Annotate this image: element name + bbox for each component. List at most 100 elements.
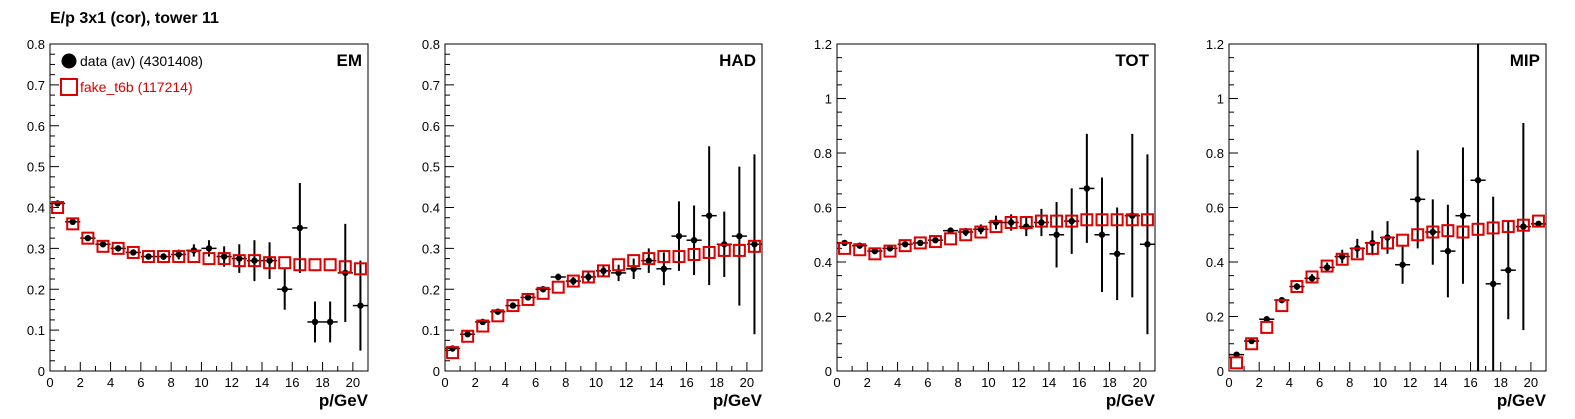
mc-point bbox=[551, 280, 565, 294]
data-point bbox=[1474, 177, 1482, 184]
data-point bbox=[84, 234, 92, 242]
panel-em: 0 2 4 6 8 10 12 14 16 18 20 0 0.1 0.2 0.3 0.4 0.5 0.6 0.7 0… bbox=[27, 37, 369, 410]
x-tick-label: 12 bbox=[1011, 375, 1025, 390]
mc-point bbox=[1245, 337, 1259, 351]
x-tick-label: 14 bbox=[255, 375, 269, 390]
y-tick-label: 0.5 bbox=[27, 160, 45, 175]
data-point bbox=[145, 253, 152, 260]
x-tick-label: 2 bbox=[472, 375, 479, 390]
x-tick-label: 8 bbox=[1346, 375, 1353, 390]
data-point bbox=[1007, 219, 1015, 226]
mc-point bbox=[657, 250, 671, 264]
data-point bbox=[1535, 220, 1542, 228]
x-tick-label: 4 bbox=[1286, 375, 1293, 390]
mc-point bbox=[278, 256, 292, 270]
x-tick-label: 14 bbox=[1042, 375, 1056, 390]
y-tick-label: 0.2 bbox=[422, 282, 440, 297]
x-tick-label: 12 bbox=[619, 375, 633, 390]
y-tick-label: 0.6 bbox=[1206, 201, 1224, 216]
mc-point bbox=[868, 247, 882, 261]
data-point bbox=[1308, 275, 1316, 282]
data-point bbox=[1339, 253, 1346, 260]
panel-label: EM bbox=[337, 51, 363, 70]
mc-point bbox=[157, 250, 171, 264]
mc-point bbox=[506, 299, 520, 313]
x-tick-label: 14 bbox=[649, 375, 663, 390]
data-point bbox=[357, 302, 364, 309]
mc-point bbox=[217, 252, 231, 266]
data-point bbox=[69, 218, 76, 226]
y-tick-label: 0 bbox=[433, 364, 440, 379]
mc-point bbox=[202, 252, 216, 266]
x-tick-label: 10 bbox=[589, 375, 603, 390]
mc-point bbox=[1260, 320, 1274, 334]
data-point bbox=[220, 253, 228, 260]
mc-point bbox=[1471, 222, 1485, 236]
mc-point bbox=[672, 250, 686, 264]
y-tick-label: 0 bbox=[825, 364, 832, 379]
data-point bbox=[1098, 231, 1106, 238]
data-point bbox=[901, 241, 909, 248]
mc-point bbox=[172, 250, 186, 264]
mc-point bbox=[1426, 225, 1440, 239]
mc-point bbox=[96, 239, 110, 253]
mc-point bbox=[597, 264, 610, 278]
x-tick-label: 6 bbox=[532, 375, 539, 390]
mc-point bbox=[838, 241, 852, 255]
mc-point bbox=[702, 245, 716, 259]
x-tick-label: 18 bbox=[709, 375, 723, 390]
y-tick-label: 0.4 bbox=[1206, 255, 1224, 270]
mc-point bbox=[1441, 224, 1455, 238]
data-point bbox=[871, 247, 879, 255]
mc-point bbox=[308, 258, 322, 272]
y-tick-label: 0.7 bbox=[422, 78, 440, 93]
mc-point bbox=[476, 319, 490, 333]
panel-mip: 0 2 4 6 8 10 12 14 16 18 20 0 0.2 0.4 0.6 0.8 1 1.2 p/GeV M… bbox=[1206, 37, 1547, 410]
y-tick-label: 0.1 bbox=[422, 323, 440, 338]
mc-point bbox=[536, 286, 550, 300]
mc-point bbox=[1050, 214, 1064, 228]
mc-point bbox=[717, 243, 731, 257]
y-tick-label: 0.8 bbox=[1206, 146, 1224, 161]
legend-label-data: data (av) (4301408) bbox=[80, 53, 203, 69]
mc-point bbox=[883, 244, 897, 258]
mc-point bbox=[1350, 247, 1364, 261]
data-point bbox=[1489, 280, 1497, 287]
x-tick-label: 20 bbox=[1524, 375, 1538, 390]
y-tick-label: 0.2 bbox=[814, 310, 832, 325]
data-point bbox=[660, 265, 668, 273]
data-point bbox=[524, 294, 532, 301]
data-point bbox=[114, 245, 122, 252]
mc-point bbox=[898, 239, 912, 253]
mc-point bbox=[247, 254, 261, 268]
data-point bbox=[1068, 217, 1075, 225]
x-axis-label: p/GeV bbox=[1106, 391, 1156, 410]
y-tick-label: 0.1 bbox=[27, 323, 45, 338]
data-point bbox=[570, 277, 577, 285]
x-tick-label: 6 bbox=[924, 375, 931, 390]
x-tick-label: 10 bbox=[1373, 375, 1387, 390]
y-tick-label: 0.6 bbox=[814, 201, 832, 216]
x-tick-label: 2 bbox=[864, 375, 871, 390]
x-tick-label: 18 bbox=[315, 375, 329, 390]
y-tick-label: 0.3 bbox=[422, 241, 440, 256]
y-tick-label: 0.3 bbox=[27, 241, 45, 256]
x-tick-label: 2 bbox=[77, 375, 84, 390]
data-point bbox=[1053, 231, 1060, 238]
panel-label: TOT bbox=[1115, 51, 1149, 70]
mc-point bbox=[1335, 252, 1349, 266]
y-tick-label: 0.4 bbox=[814, 255, 832, 270]
mc-point bbox=[1305, 270, 1319, 284]
legend-marker-mc bbox=[60, 78, 78, 96]
x-tick-label: 4 bbox=[502, 375, 509, 390]
panel-label: MIP bbox=[1510, 51, 1540, 70]
panel-had: 0 2 4 6 8 10 12 14 16 18 20 0 0.1 0.2 0.3 0.4 0.5 0.6 0.7 0… bbox=[422, 37, 763, 410]
y-tick-label: 0.7 bbox=[27, 78, 45, 93]
mc-point bbox=[1456, 225, 1470, 239]
legend: data (av) (4301408) fake_t6b (117214) bbox=[60, 53, 203, 96]
data-point bbox=[1505, 266, 1512, 274]
mc-point bbox=[959, 228, 973, 242]
data-point bbox=[1414, 196, 1421, 203]
data-point bbox=[585, 273, 592, 281]
